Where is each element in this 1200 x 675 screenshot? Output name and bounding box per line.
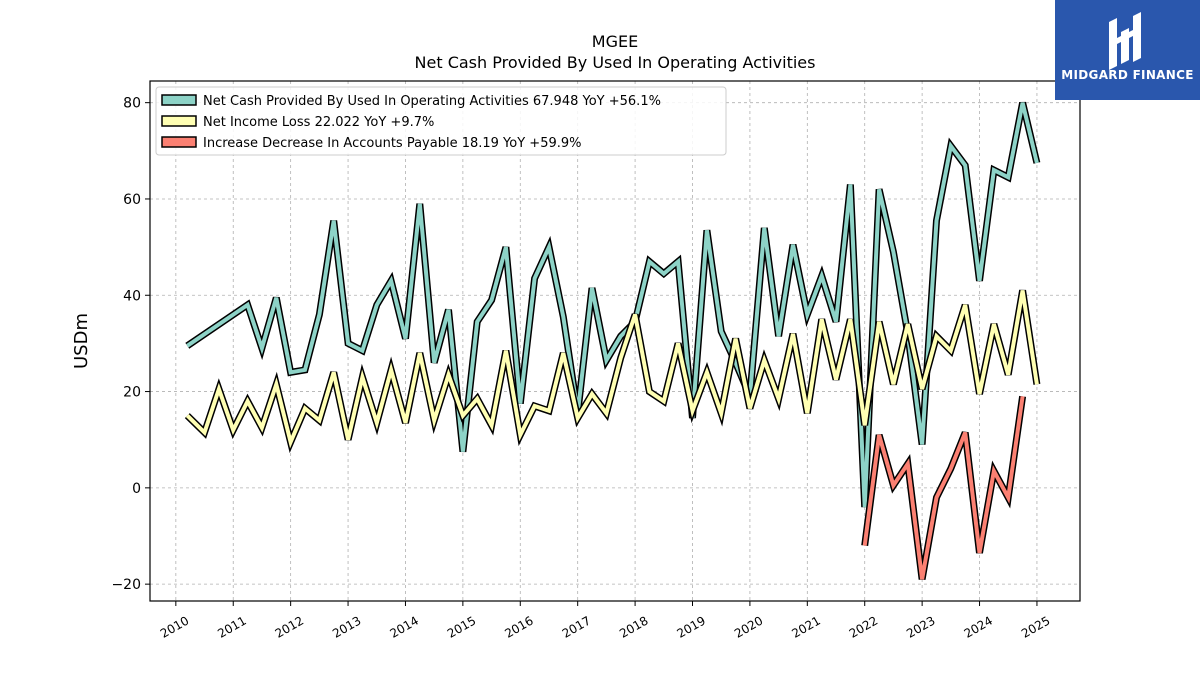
legend-entry: Net Cash Provided By Used In Operating A… [203, 94, 661, 109]
y-tick-label: 0 [132, 481, 141, 497]
x-tick-label: 2015 [445, 613, 478, 640]
x-tick-label: 2021 [789, 613, 822, 640]
logo-mark-icon [1109, 12, 1141, 70]
x-tick-label: 2024 [962, 613, 995, 640]
y-tick-label: −20 [111, 577, 141, 593]
chart-title: MGEE [592, 32, 638, 51]
x-tick-label: 2010 [158, 613, 191, 640]
x-tick-label: 2019 [675, 613, 708, 640]
x-tick-label: 2018 [617, 613, 650, 640]
series-line-outline [185, 101, 1041, 508]
x-tick-label: 2017 [560, 613, 593, 640]
x-tick-label: 2011 [215, 613, 248, 640]
x-tick-label: 2012 [273, 613, 306, 640]
series-line [186, 102, 1039, 508]
y-tick-label: 80 [123, 96, 141, 112]
series-3 [861, 395, 1027, 580]
midgard-finance-logo: MIDGARD FINANCE [1055, 0, 1200, 100]
y-axis-label: USDm [71, 313, 92, 369]
series-line [185, 290, 1039, 449]
x-tick-label: 2025 [1019, 613, 1052, 640]
x-tick-label: 2023 [904, 613, 937, 640]
legend-box [155, 86, 727, 156]
y-tick-label: 20 [123, 385, 141, 401]
legend-swatch [161, 115, 197, 127]
grid [150, 81, 1080, 601]
y-tick-label: 40 [123, 288, 141, 304]
series-line [862, 396, 1025, 580]
legend-swatch [161, 136, 197, 148]
legend-entry: Increase Decrease In Accounts Payable 18… [203, 136, 582, 151]
x-tick-label: 2014 [388, 613, 421, 640]
x-tick-label: 2022 [847, 613, 880, 640]
x-tick-label: 2013 [330, 613, 363, 640]
legend-entry: Net Income Loss 22.022 YoY +9.7% [203, 115, 434, 130]
y-tick-label: 60 [123, 192, 141, 208]
legend-swatch [161, 94, 197, 106]
series-1 [185, 101, 1041, 508]
series-2 [184, 289, 1041, 454]
logo-text: MIDGARD FINANCE [1061, 68, 1194, 82]
x-tick-label: 2016 [502, 613, 535, 640]
legend: Net Cash Provided By Used In Operating A… [155, 86, 727, 156]
x-tick-label: 2020 [732, 613, 765, 640]
series-lines [184, 101, 1041, 580]
chart-subtitle: Net Cash Provided By Used In Operating A… [415, 53, 816, 72]
plot-frame [149, 80, 1081, 602]
